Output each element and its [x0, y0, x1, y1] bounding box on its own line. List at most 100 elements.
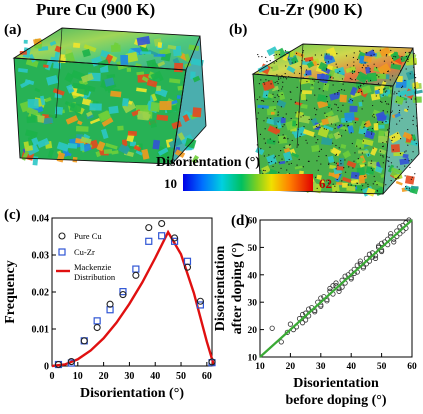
zr-atom [370, 133, 373, 135]
zr-atom [263, 120, 265, 122]
grain-patch [96, 140, 106, 152]
grain-patch [289, 50, 294, 58]
grain-patch [89, 117, 101, 125]
grain-patch [180, 134, 194, 145]
zr-atom [341, 78, 344, 80]
zr-atom [325, 61, 327, 63]
zr-atom [385, 141, 388, 143]
zr-atom [407, 109, 409, 111]
doping-point [372, 255, 379, 261]
zr-atom [384, 80, 386, 82]
grain-patch [294, 165, 303, 170]
zr-atom [340, 163, 342, 165]
zr-atom [336, 53, 338, 55]
zr-atom [395, 56, 397, 58]
zr-atom [367, 128, 369, 131]
zr-atom [268, 161, 270, 164]
zr-atom [411, 176, 413, 178]
zr-atom [372, 147, 374, 149]
zr-atom [332, 84, 334, 86]
doping-point [357, 258, 363, 264]
zr-atom [361, 108, 363, 110]
doping-point [284, 329, 290, 335]
zr-atom [281, 158, 283, 160]
doping-point [324, 298, 330, 304]
zr-atom [324, 112, 326, 114]
zr-atom [383, 72, 385, 74]
grain-patch [190, 58, 204, 67]
zr-atom [337, 106, 339, 109]
zr-atom [404, 175, 406, 177]
zr-atom [365, 164, 367, 166]
grain-patch [328, 133, 334, 140]
zr-atom [337, 109, 339, 112]
x-tick-label-c: 0 [50, 371, 55, 382]
zr-atom [365, 52, 367, 54]
cu-zr-point [196, 301, 204, 309]
zr-atom [277, 134, 280, 136]
zr-atom [306, 99, 308, 101]
y-tick-label-d: 60 [248, 217, 258, 227]
zr-atom [258, 83, 261, 85]
grain-patch [89, 103, 102, 111]
grain-patch [374, 165, 383, 174]
grain-patch [280, 117, 286, 124]
grain-patch [290, 152, 300, 158]
zr-atom [398, 120, 401, 122]
zr-atom [350, 98, 352, 101]
zr-atom [318, 150, 321, 152]
zr-atom [290, 117, 292, 120]
zr-atom [274, 96, 276, 99]
zr-atom [333, 161, 336, 164]
x-tick-label-c: 30 [124, 371, 134, 382]
grain-patch [378, 148, 387, 155]
zr-atom [338, 90, 340, 92]
zr-atom [404, 165, 406, 167]
grain-patch [396, 75, 403, 83]
zr-atom [399, 95, 402, 97]
zr-atom [278, 141, 280, 143]
zr-atom [404, 151, 406, 153]
grain-patch [278, 160, 286, 165]
zr-atom [405, 55, 408, 58]
grain-patch [346, 185, 356, 192]
grain-patch [192, 75, 201, 83]
zr-atom [390, 86, 392, 88]
zr-atom [404, 158, 406, 160]
zr-atom [327, 182, 329, 184]
zr-atom [264, 142, 267, 144]
grain-patch [270, 111, 275, 115]
zr-atom [278, 95, 280, 98]
legend-pure-cu-label: Pure Cu [74, 231, 102, 241]
zr-atom [393, 55, 395, 58]
zr-atom [364, 62, 366, 64]
title-pure-cu: Pure Cu (900 K) [36, 0, 156, 19]
grain-patch [33, 38, 42, 46]
grain-patch [316, 174, 322, 180]
grain-patch [326, 64, 334, 70]
zr-atom [389, 79, 391, 81]
zr-atom [385, 54, 388, 56]
zr-atom [263, 138, 265, 140]
grain-patch [276, 99, 287, 108]
cu-zr-point [93, 317, 101, 325]
legend-cu-zr-marker [58, 248, 66, 256]
zr-atom [272, 100, 274, 103]
zr-atom [316, 187, 318, 189]
grain-patch [35, 114, 45, 123]
grain-patch [67, 143, 78, 149]
zr-atom [262, 107, 264, 109]
zr-atom [386, 129, 389, 131]
zr-atom [339, 124, 341, 127]
zr-atom [411, 159, 413, 161]
y-axis-label-d: Disorientation [213, 246, 228, 332]
grain-patch [72, 156, 78, 163]
x-tick-label-c: 10 [73, 371, 83, 382]
zr-atom [303, 126, 305, 128]
zr-atom [398, 112, 400, 114]
grain-patch [135, 150, 143, 156]
zr-atom [352, 72, 354, 75]
zr-atom [361, 67, 363, 69]
grain-patch [402, 131, 413, 140]
zr-atom [351, 70, 354, 72]
